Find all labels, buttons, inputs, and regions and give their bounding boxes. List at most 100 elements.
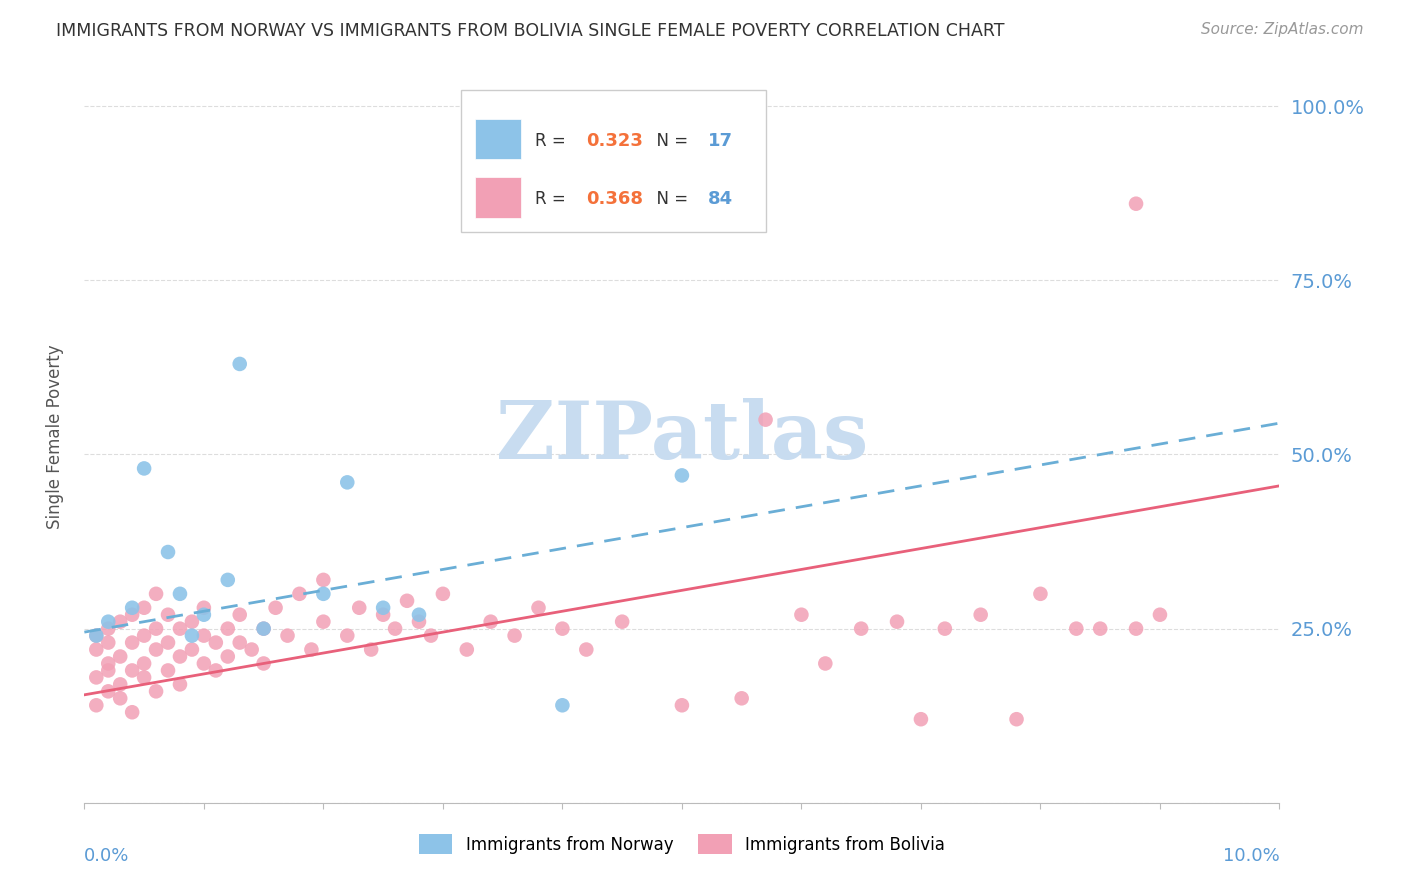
Point — [205, 664, 228, 678]
Point — [217, 622, 239, 636]
Text: 10.0%: 10.0% — [1223, 847, 1279, 864]
Point — [205, 635, 228, 649]
Point — [181, 642, 204, 657]
Point — [228, 607, 252, 622]
Point — [157, 607, 180, 622]
Point — [264, 600, 287, 615]
Point — [1125, 196, 1147, 211]
Point — [86, 698, 108, 713]
Point — [851, 622, 873, 636]
Point — [814, 657, 837, 671]
Point — [970, 607, 993, 622]
Text: 0.368: 0.368 — [586, 190, 644, 209]
Point — [97, 657, 120, 671]
Point — [253, 622, 276, 636]
Point — [360, 642, 382, 657]
Point — [193, 600, 215, 615]
Point — [479, 615, 502, 629]
Point — [1029, 587, 1052, 601]
Point — [132, 629, 156, 643]
Point — [110, 677, 132, 691]
Point — [86, 670, 108, 684]
Point — [384, 622, 406, 636]
Point — [145, 684, 167, 698]
Point — [527, 600, 550, 615]
Point — [121, 705, 143, 719]
Point — [132, 461, 156, 475]
Point — [420, 629, 443, 643]
Point — [169, 587, 191, 601]
Point — [110, 649, 132, 664]
Text: R =: R = — [534, 132, 571, 150]
Point — [456, 642, 478, 657]
Point — [1125, 622, 1147, 636]
Point — [110, 691, 132, 706]
Point — [169, 677, 191, 691]
Point — [396, 594, 419, 608]
Point — [312, 615, 335, 629]
Point — [169, 622, 191, 636]
Point — [217, 649, 239, 664]
Text: 0.323: 0.323 — [586, 132, 643, 150]
Point — [145, 622, 167, 636]
FancyBboxPatch shape — [461, 89, 766, 232]
Point — [86, 629, 108, 643]
Text: Source: ZipAtlas.com: Source: ZipAtlas.com — [1201, 22, 1364, 37]
Legend: Immigrants from Norway, Immigrants from Bolivia: Immigrants from Norway, Immigrants from … — [412, 828, 952, 860]
Point — [97, 664, 120, 678]
Point — [157, 664, 180, 678]
Point — [193, 607, 215, 622]
Text: N =: N = — [647, 132, 693, 150]
Point — [277, 629, 299, 643]
Bar — [475, 178, 520, 218]
Point — [671, 698, 693, 713]
Point — [228, 357, 252, 371]
Point — [97, 622, 120, 636]
Text: 17: 17 — [709, 132, 733, 150]
Point — [181, 615, 204, 629]
Point — [551, 698, 574, 713]
Point — [612, 615, 634, 629]
Point — [157, 545, 180, 559]
Point — [503, 629, 526, 643]
Point — [373, 607, 395, 622]
Point — [408, 607, 430, 622]
Point — [575, 642, 598, 657]
Point — [755, 412, 778, 426]
Point — [121, 635, 143, 649]
Point — [97, 684, 120, 698]
Point — [217, 573, 239, 587]
Point — [910, 712, 932, 726]
Point — [132, 670, 156, 684]
Point — [336, 475, 359, 490]
Point — [228, 635, 252, 649]
Point — [240, 642, 263, 657]
Text: N =: N = — [647, 190, 693, 209]
Y-axis label: Single Female Poverty: Single Female Poverty — [45, 345, 63, 529]
Point — [671, 468, 693, 483]
Point — [97, 615, 120, 629]
Point — [408, 615, 430, 629]
Point — [253, 657, 276, 671]
Point — [86, 642, 108, 657]
Point — [181, 629, 204, 643]
Point — [121, 664, 143, 678]
Point — [312, 573, 335, 587]
Point — [145, 642, 167, 657]
Point — [934, 622, 956, 636]
Point — [193, 629, 215, 643]
Point — [110, 615, 132, 629]
Point — [288, 587, 311, 601]
Point — [1005, 712, 1028, 726]
Point — [349, 600, 371, 615]
Point — [551, 622, 574, 636]
Point — [121, 607, 143, 622]
Point — [790, 607, 813, 622]
Point — [1149, 607, 1171, 622]
Text: 84: 84 — [709, 190, 734, 209]
Point — [432, 587, 454, 601]
Point — [1090, 622, 1112, 636]
Point — [1066, 622, 1088, 636]
Point — [132, 600, 156, 615]
Point — [121, 600, 143, 615]
